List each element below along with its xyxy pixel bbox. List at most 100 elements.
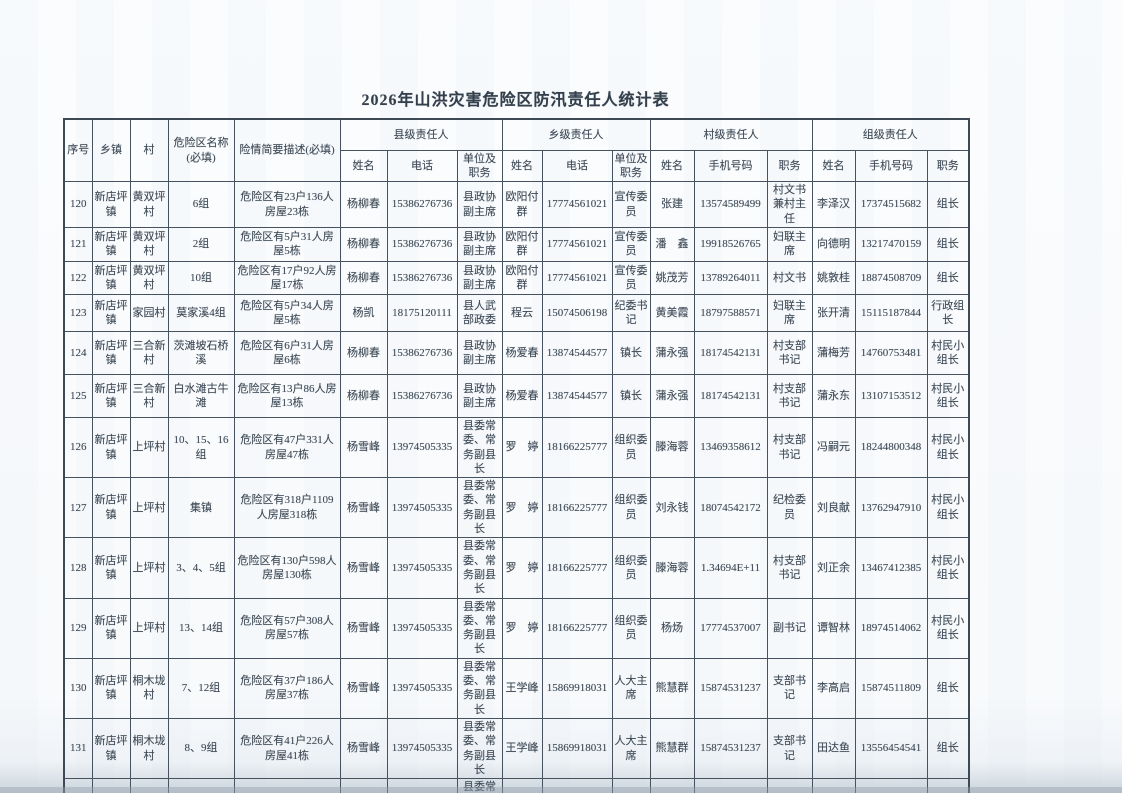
cell-town: 新店坪镇 xyxy=(91,537,131,599)
cell-county-phone: 13974505335 xyxy=(386,537,458,599)
cell-no: 121 xyxy=(63,226,93,262)
cell-twn-title: 镇长 xyxy=(611,330,651,375)
cell-county-name: 杨雪峰 xyxy=(339,416,388,479)
sub-header-county-phone: 电话 xyxy=(386,149,458,183)
cell-zone: 8、9组 xyxy=(167,717,235,780)
cell-no: 125 xyxy=(63,373,93,418)
cell-grp-title: 组长 xyxy=(926,717,970,780)
cell-vil-title: 村支部书记 xyxy=(766,537,813,599)
col-header-zone: 危险区名称(必填) xyxy=(167,118,235,183)
cell-county-phone: 13974505335 xyxy=(386,477,458,539)
cell-county-title: 县政协副主席 xyxy=(456,181,503,228)
cell-county-title: 县政协副主席 xyxy=(456,226,503,262)
cell-twn-name: 罗 婷 xyxy=(501,537,543,599)
cell-twn-name: 欧阳付群 xyxy=(501,181,543,228)
cell-county-name: 杨柳春 xyxy=(339,181,388,228)
cell-vil-title: 纪检委员 xyxy=(766,477,813,539)
cell-twn-title: 纪委书记 xyxy=(611,293,651,332)
cell-twn-title: 组织委员 xyxy=(611,597,651,659)
cell-grp-name: 姚敦桂 xyxy=(811,260,856,295)
cell-vil-title: 妇联主席 xyxy=(766,226,813,262)
cell-desc: 危险区有6户31人房屋6栋 xyxy=(233,330,341,375)
table-row: 127 新店坪镇 上坪村 集镇 危险区有318户1109人房屋318栋 杨雪峰 139745… xyxy=(63,477,970,539)
cell-grp-title: 村民小组长 xyxy=(926,597,970,659)
cell-twn-name: 王学峰 xyxy=(501,657,543,719)
table-row: 124 新店坪镇 三合新村 茨滩坡石桥溪 危险区有6户31人房屋6栋 杨柳春 1538627… xyxy=(63,330,970,375)
cell-twn-phone: 15074506198 xyxy=(541,293,613,332)
cell-vil-phone: 15874531237 xyxy=(693,717,768,780)
cell-village: 黄双坪村 xyxy=(129,226,169,262)
cell-twn-title: 人大主席 xyxy=(611,717,651,780)
table-row: 123 新店坪镇 家园村 莫家溪4组 危险区有5户34人房屋5栋 杨凯 1817512011… xyxy=(63,293,970,332)
table-row: 130 新店坪镇 桐木垅村 7、12组 危险区有37户186人房屋37栋 杨雪峰 13974… xyxy=(63,657,970,719)
cell-vil-title: 支部书记 xyxy=(766,717,813,780)
cell-town: 新店坪镇 xyxy=(91,717,131,780)
cell-no: 130 xyxy=(63,657,93,719)
group-header-group-level: 组级责任人 xyxy=(811,118,970,151)
cell-desc: 危险区有318户1109人房屋318栋 xyxy=(233,477,341,539)
cell-vil-name: 蒲永强 xyxy=(649,373,695,418)
cell-county-name: 杨雪峰 xyxy=(339,597,388,659)
sub-header-village-phone: 手机号码 xyxy=(693,149,768,183)
cell-desc: 危险区有13户86人房屋13栋 xyxy=(233,373,341,418)
cell-county-phone: 13974505335 xyxy=(386,597,458,659)
cell-village: 上坪村 xyxy=(129,597,169,659)
cell-twn-title: 人大主席 xyxy=(611,657,651,719)
cell-village: 上坪村 xyxy=(129,537,169,599)
cell-village: 黄双坪村 xyxy=(129,260,169,295)
cell-no: 129 xyxy=(63,597,93,659)
cell-twn-title: 镇长 xyxy=(611,373,651,418)
cell-town: 新店坪镇 xyxy=(91,373,131,418)
cell-desc: 危险区有5户31人房屋5栋 xyxy=(233,226,341,262)
sub-header-village-title: 职务 xyxy=(766,149,813,183)
table-row: 131 新店坪镇 桐木垅村 8、9组 危险区有41户226人房屋41栋 杨雪峰 139745… xyxy=(63,717,970,780)
cell-zone: 13、14组 xyxy=(167,597,235,659)
cell-vil-phone: 19918526765 xyxy=(693,226,768,262)
cell-village: 家园村 xyxy=(129,293,169,332)
cell-desc: 危险区有41户226人房屋41栋 xyxy=(233,717,341,780)
scan-bottom-edge xyxy=(0,787,1122,793)
cell-grp-name: 李高启 xyxy=(811,657,856,719)
cell-grp-phone: 18244800348 xyxy=(854,416,928,479)
cell-county-phone: 15386276736 xyxy=(386,181,458,228)
sub-header-township-phone: 电话 xyxy=(541,149,613,183)
cell-twn-phone: 18166225777 xyxy=(541,537,613,599)
cell-town: 新店坪镇 xyxy=(91,260,131,295)
cell-town: 新店坪镇 xyxy=(91,597,131,659)
cell-vil-phone: 18174542131 xyxy=(693,330,768,375)
cell-town: 新店坪镇 xyxy=(91,181,131,228)
cell-no: 122 xyxy=(63,260,93,295)
cell-town: 新店坪镇 xyxy=(91,226,131,262)
cell-zone: 白水滩古牛滩 xyxy=(167,373,235,418)
cell-zone: 6组 xyxy=(167,181,235,228)
cell-grp-name: 刘良献 xyxy=(811,477,856,539)
cell-county-phone: 18175120111 xyxy=(386,293,458,332)
cell-twn-name: 王学峰 xyxy=(501,717,543,780)
cell-county-name: 杨雪峰 xyxy=(339,537,388,599)
cell-town: 新店坪镇 xyxy=(91,477,131,539)
cell-grp-phone: 15874511809 xyxy=(854,657,928,719)
cell-grp-phone: 15115187844 xyxy=(854,293,928,332)
cell-vil-name: 姚茂芳 xyxy=(649,260,695,295)
cell-grp-title: 组长 xyxy=(926,181,970,228)
cell-grp-phone: 14760753481 xyxy=(854,330,928,375)
cell-vil-title: 村支部书记 xyxy=(766,416,813,479)
cell-county-phone: 13974505335 xyxy=(386,657,458,719)
cell-county-title: 县委常委、常务副县长 xyxy=(456,416,503,479)
page-title: 2026年山洪灾害危险区防汛责任人统计表 xyxy=(361,92,670,109)
cell-grp-name: 向德明 xyxy=(811,226,856,262)
cell-county-name: 杨柳春 xyxy=(339,373,388,418)
group-header-township: 乡级责任人 xyxy=(501,118,651,151)
cell-grp-name: 蒲永东 xyxy=(811,373,856,418)
cell-vil-title: 支部书记 xyxy=(766,657,813,719)
cell-vil-title: 妇联主席 xyxy=(766,293,813,332)
cell-county-title: 县人武部政委 xyxy=(456,293,503,332)
table-row: 129 新店坪镇 上坪村 13、14组 危险区有57户308人房屋57栋 杨雪峰 13974… xyxy=(63,597,970,659)
cell-county-title: 县委常委、常务副县长 xyxy=(456,717,503,780)
cell-vil-name: 蒲永强 xyxy=(649,330,695,375)
cell-twn-phone: 17774561021 xyxy=(541,260,613,295)
cell-county-name: 杨柳春 xyxy=(339,226,388,262)
cell-no: 124 xyxy=(63,330,93,375)
sub-header-township-title: 单位及职务 xyxy=(611,149,651,183)
cell-twn-title: 宣传委员 xyxy=(611,181,651,228)
